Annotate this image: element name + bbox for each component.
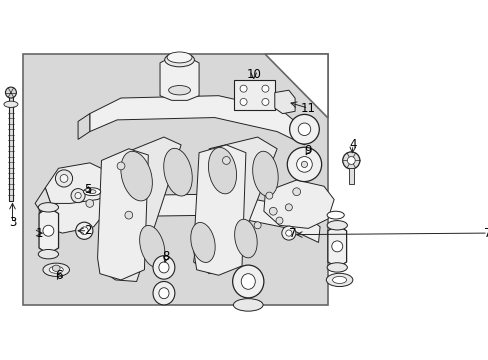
Ellipse shape <box>301 161 307 167</box>
Ellipse shape <box>346 157 354 165</box>
Polygon shape <box>274 90 294 114</box>
Polygon shape <box>103 137 181 282</box>
Ellipse shape <box>43 225 54 236</box>
Ellipse shape <box>265 192 272 199</box>
Ellipse shape <box>190 222 215 262</box>
Ellipse shape <box>292 188 300 195</box>
Ellipse shape <box>285 204 292 211</box>
Text: 5: 5 <box>83 183 91 196</box>
Polygon shape <box>45 163 113 203</box>
Ellipse shape <box>332 276 346 283</box>
Text: 8: 8 <box>163 250 170 263</box>
Ellipse shape <box>233 299 263 311</box>
Polygon shape <box>98 149 148 280</box>
Ellipse shape <box>252 151 278 196</box>
Ellipse shape <box>60 175 68 183</box>
Polygon shape <box>265 54 327 118</box>
Ellipse shape <box>75 193 81 199</box>
Ellipse shape <box>281 226 295 240</box>
Ellipse shape <box>275 217 283 224</box>
Ellipse shape <box>289 114 319 144</box>
Ellipse shape <box>240 98 246 105</box>
Ellipse shape <box>88 190 96 194</box>
Ellipse shape <box>342 152 359 169</box>
Text: 10: 10 <box>246 68 261 81</box>
Text: 4: 4 <box>348 138 356 151</box>
Ellipse shape <box>153 282 175 305</box>
Ellipse shape <box>296 157 312 172</box>
Ellipse shape <box>241 274 255 289</box>
Polygon shape <box>264 180 333 228</box>
Ellipse shape <box>163 148 192 196</box>
Text: 2: 2 <box>83 224 91 237</box>
Ellipse shape <box>153 256 175 279</box>
Bar <box>348 168 353 184</box>
Polygon shape <box>23 54 327 305</box>
Text: 1: 1 <box>35 226 42 240</box>
Ellipse shape <box>254 222 261 229</box>
Ellipse shape <box>232 265 264 298</box>
Ellipse shape <box>269 207 277 215</box>
Polygon shape <box>76 194 320 242</box>
Polygon shape <box>39 207 59 254</box>
Ellipse shape <box>52 265 60 271</box>
Ellipse shape <box>262 85 268 92</box>
Ellipse shape <box>80 227 88 235</box>
Polygon shape <box>160 57 199 100</box>
Bar <box>9 96 13 201</box>
Ellipse shape <box>38 249 59 259</box>
Ellipse shape <box>38 203 59 212</box>
Ellipse shape <box>326 263 346 272</box>
Ellipse shape <box>159 288 169 299</box>
Text: 3: 3 <box>9 216 16 229</box>
Ellipse shape <box>5 87 17 98</box>
Polygon shape <box>78 114 90 139</box>
Ellipse shape <box>285 230 291 236</box>
Ellipse shape <box>164 53 194 67</box>
Polygon shape <box>39 186 109 233</box>
Ellipse shape <box>326 211 344 219</box>
Text: 11: 11 <box>300 102 315 115</box>
Ellipse shape <box>159 262 169 273</box>
Bar <box>234 80 274 110</box>
Ellipse shape <box>71 189 85 203</box>
Ellipse shape <box>234 219 257 258</box>
Ellipse shape <box>124 211 132 219</box>
Polygon shape <box>90 96 304 145</box>
Ellipse shape <box>167 52 192 63</box>
Polygon shape <box>35 188 51 215</box>
Ellipse shape <box>168 86 190 95</box>
Polygon shape <box>304 121 316 145</box>
Polygon shape <box>193 145 245 275</box>
Text: 9: 9 <box>304 144 311 157</box>
Ellipse shape <box>262 98 268 105</box>
Ellipse shape <box>325 273 352 287</box>
Ellipse shape <box>326 221 346 230</box>
Ellipse shape <box>117 162 124 170</box>
Polygon shape <box>327 225 346 267</box>
Ellipse shape <box>240 85 246 92</box>
Ellipse shape <box>83 188 101 195</box>
Ellipse shape <box>86 199 94 207</box>
Ellipse shape <box>140 225 164 267</box>
Ellipse shape <box>76 222 93 239</box>
Text: 7: 7 <box>483 226 488 240</box>
Ellipse shape <box>222 157 230 165</box>
Ellipse shape <box>55 170 72 187</box>
Ellipse shape <box>4 101 18 107</box>
Ellipse shape <box>331 241 342 252</box>
Ellipse shape <box>287 147 321 181</box>
Ellipse shape <box>208 148 236 194</box>
Ellipse shape <box>49 266 63 273</box>
Text: 6: 6 <box>55 269 62 282</box>
Polygon shape <box>193 137 277 274</box>
Ellipse shape <box>121 151 152 201</box>
Ellipse shape <box>298 123 310 135</box>
Text: 7: 7 <box>288 226 296 240</box>
Ellipse shape <box>43 263 69 276</box>
